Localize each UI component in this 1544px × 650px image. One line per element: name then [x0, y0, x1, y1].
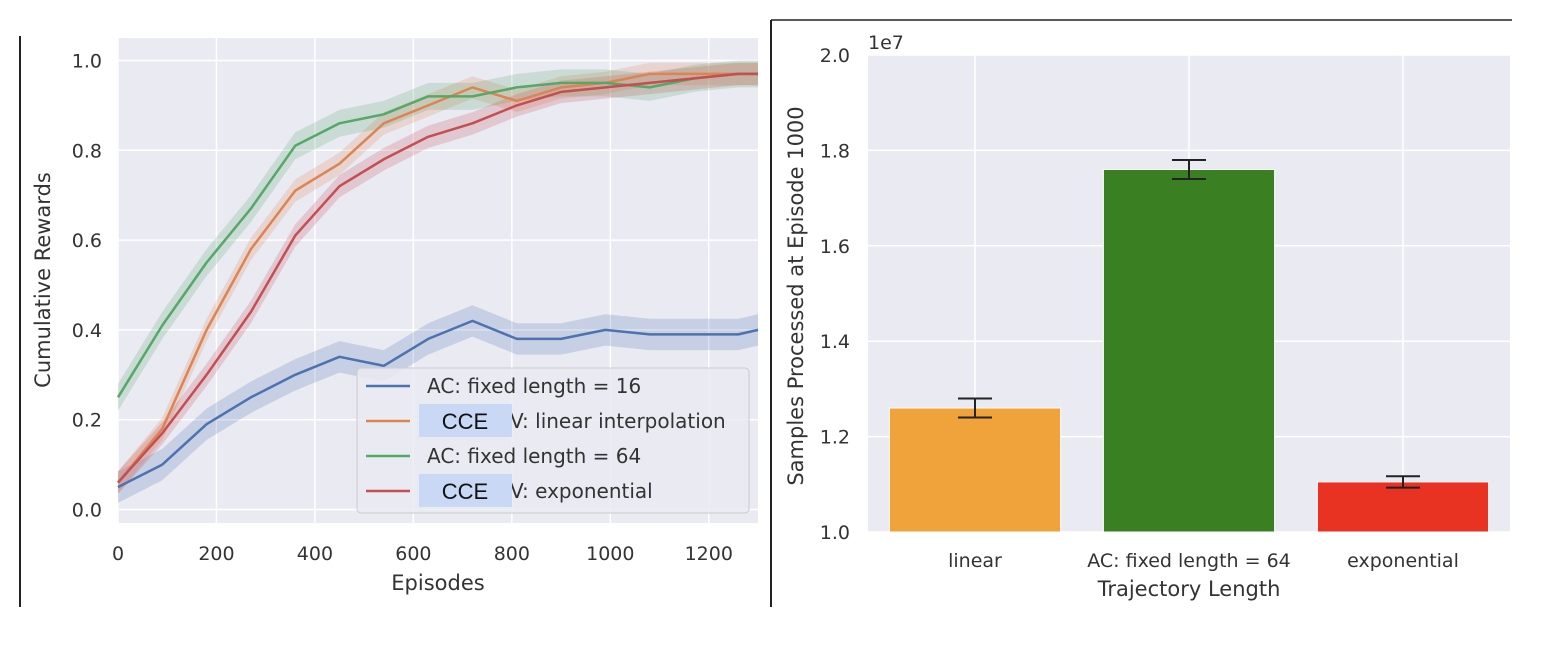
bar-chart-y-tick-label: 1.4 — [820, 331, 850, 353]
bar-chart-error-bars — [958, 158, 1420, 489]
line-chart-y-ticks: 0.0 0.2 0.4 0.6 0.8 1.0 — [72, 50, 102, 521]
legend-label-exponential: V: exponential — [510, 479, 653, 503]
line-chart-x-tick-label: 600 — [395, 543, 431, 565]
bar-chart-x-ticks: linear AC: fixed length = 64 exponential — [948, 550, 1459, 572]
legend-label-ac64: AC: fixed length = 64 — [427, 444, 641, 468]
series-line-2 — [116, 72, 758, 398]
bar-chart-y-ticks: 1.0 1.2 1.4 1.6 1.8 2.0 — [820, 45, 850, 544]
confidence-band-0 — [118, 305, 758, 503]
line-chart-y-tick-label: 0.6 — [72, 230, 102, 252]
line-chart-x-tick-label: 1200 — [685, 543, 733, 565]
line-chart-x-tick-label: 400 — [297, 543, 333, 565]
line-chart-y-tick-label: 0.2 — [72, 410, 102, 432]
bar-chart-offset-label: 1e7 — [868, 32, 904, 54]
line-chart-x-tick-label: 0 — [112, 543, 124, 565]
line-chart-y-tick-label: 1.0 — [72, 50, 102, 72]
bar-chart-y-tick-label: 1.0 — [820, 522, 850, 544]
bar-chart-y-tick-label: 2.0 — [820, 45, 850, 67]
series-line-3 — [117, 72, 758, 484]
line-chart-bands — [118, 60, 758, 503]
series-line-0 — [117, 319, 759, 489]
legend-redaction-label-exponential: CCE — [442, 479, 488, 504]
line-chart-y-tick-label: 0.0 — [72, 500, 102, 522]
bar-chart-y-tick-label: 1.8 — [820, 140, 850, 162]
legend-label-linear: V: linear interpolation — [510, 409, 726, 433]
line-chart-series — [116, 72, 759, 489]
legend-redaction-linear — [419, 404, 512, 437]
bar-chart-x-tick-label: AC: fixed length = 64 — [1087, 550, 1291, 572]
bar-chart-x-tick-label: linear — [948, 550, 1002, 572]
line-chart-y-tick-label: 0.8 — [72, 140, 102, 162]
line-chart-x-ticks: 0 200 400 600 800 1000 1200 — [112, 543, 733, 565]
bar-chart-y-tick-label: 1.2 — [820, 427, 850, 449]
bar-chart: 1.0 1.2 1.4 1.6 1.8 2.0 linear AC: fixed lengt… — [784, 32, 1510, 601]
bar-chart-x-tick-label: exponential — [1347, 550, 1459, 572]
line-chart-x-tick-label: 800 — [494, 543, 530, 565]
line-chart-x-tick-label: 1000 — [586, 543, 634, 565]
line-chart: 0.0 0.2 0.4 0.6 0.8 1.0 0 200 400 600 800 1000 1200… — [31, 38, 759, 595]
legend-redaction-exponential — [419, 474, 512, 507]
bar-2 — [1316, 481, 1490, 533]
line-chart-y-tick-label: 0.4 — [72, 320, 102, 342]
bar-1 — [1102, 168, 1276, 533]
line-chart-y-label: Cumulative Rewards — [31, 172, 55, 388]
bar-chart-y-label: Samples Processed at Episode 1000 — [784, 106, 808, 485]
legend-label-ac16: AC: fixed length = 16 — [427, 374, 641, 398]
bar-chart-x-label: Trajectory Length — [1097, 577, 1281, 601]
line-chart-grid — [117, 38, 758, 523]
legend-redaction-label-linear: CCE — [442, 409, 488, 434]
bar-chart-y-tick-label: 1.6 — [820, 236, 850, 258]
line-chart-legend: AC: fixed length = 16 V: linear interpol… — [356, 367, 750, 514]
line-chart-x-tick-label: 200 — [198, 543, 234, 565]
bar-0 — [888, 407, 1062, 533]
bar-chart-bars — [888, 168, 1490, 533]
line-chart-x-label: Episodes — [391, 571, 484, 595]
